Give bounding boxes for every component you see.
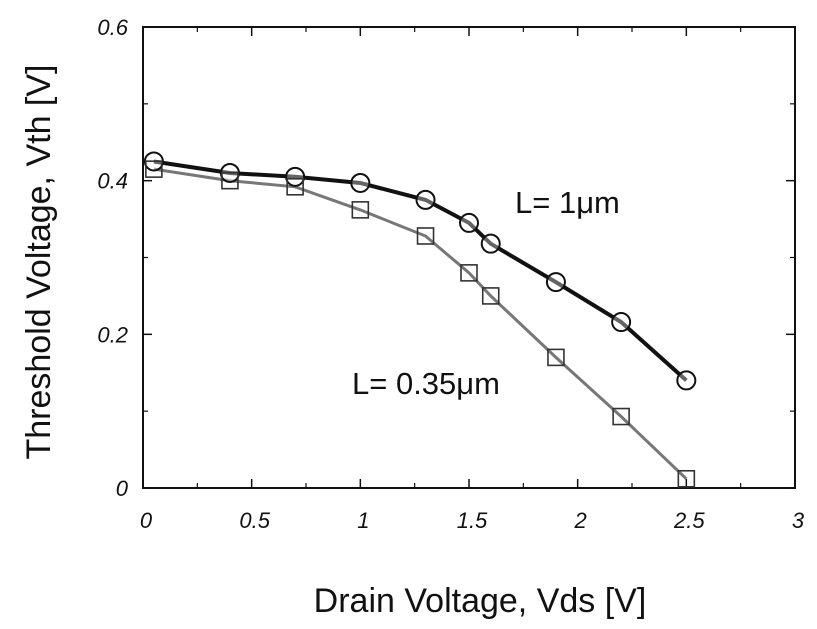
series-lines	[153, 159, 688, 480]
data-point-1um	[285, 166, 306, 187]
series-line-1um	[153, 159, 688, 382]
data-point-1um	[676, 370, 697, 391]
series-label-1um: L= 1μm	[515, 185, 620, 220]
x-tick-label: 0.5	[239, 508, 270, 533]
data-point-1um	[480, 233, 501, 254]
plot-frame	[142, 26, 796, 489]
data-point-035um	[460, 264, 478, 282]
x-tick-label: 3	[792, 508, 805, 533]
y-tick-label: 0.6	[97, 15, 128, 40]
data-point-035um	[677, 469, 696, 488]
y-tick-labels: 0 0.2 0.4 0.6	[97, 15, 128, 501]
data-point-035um	[612, 407, 630, 426]
x-axis-title: Drain Voltage, Vds [V]	[314, 582, 647, 620]
x-tick-label: 1	[357, 508, 369, 533]
data-point-035um	[351, 201, 370, 219]
x-tick-label: 0	[140, 508, 153, 533]
x-tick-label: 2.5	[673, 508, 705, 533]
data-point-1um	[611, 312, 632, 333]
series-label-035um: L= 0.35μm	[352, 366, 500, 401]
y-tick-label: 0.2	[97, 322, 128, 347]
x-tick-labels: 0 0.5 1 1.5 2 2.5 3	[140, 508, 805, 533]
y-axis-title: Threshold Voltage, Vth [V]	[20, 64, 58, 459]
data-point-035um	[481, 287, 500, 305]
data-point-035um	[416, 227, 435, 245]
data-point-035um	[286, 178, 304, 196]
data-point-1um	[415, 189, 436, 210]
series-markers	[143, 151, 697, 488]
axis-ticks	[142, 26, 796, 489]
data-point-1um	[545, 272, 566, 293]
data-point-1um	[350, 172, 371, 193]
data-point-035um	[145, 160, 163, 178]
x-tick-label: 2	[574, 508, 587, 533]
data-point-035um	[547, 348, 565, 367]
y-tick-label: 0	[116, 476, 129, 501]
x-tick-label: 1.5	[457, 508, 488, 533]
y-tick-label: 0.4	[97, 169, 128, 194]
series-line-035um	[153, 167, 688, 480]
data-point-035um	[221, 171, 239, 190]
data-point-1um	[459, 212, 479, 233]
